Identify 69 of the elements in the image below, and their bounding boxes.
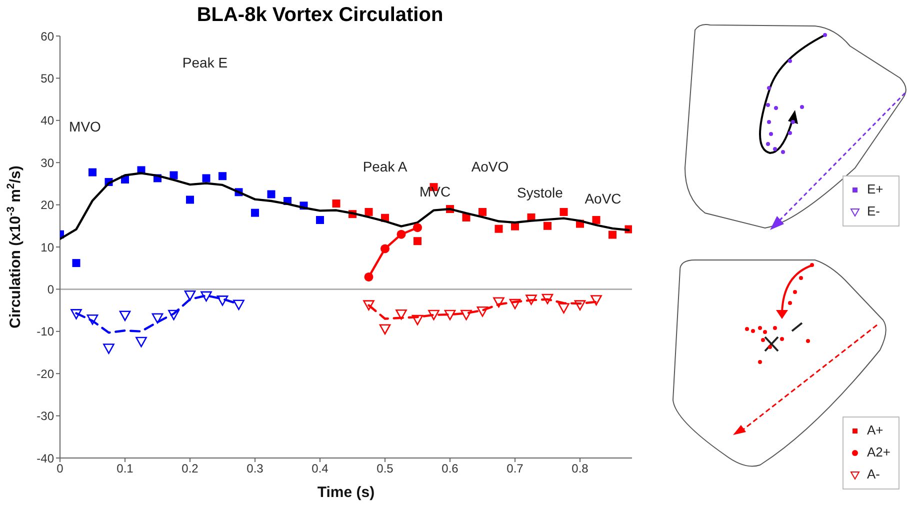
point	[119, 310, 131, 322]
annotation: Peak A	[362, 158, 408, 175]
chart-title: BLA-8k Vortex Circulation	[196, 4, 444, 27]
x-tick-label: 0.4	[312, 462, 329, 476]
annotation: MVC	[419, 184, 451, 200]
point	[364, 272, 374, 282]
annotation: Systole	[517, 184, 564, 201]
annotation: AoVC	[584, 190, 622, 207]
point	[186, 196, 194, 204]
text: E-	[867, 203, 880, 218]
point	[494, 224, 503, 233]
point	[251, 208, 259, 217]
x-tick-label: 0.8	[572, 462, 589, 476]
point	[608, 230, 616, 239]
point	[544, 222, 552, 230]
y-tick-label: 10	[40, 240, 54, 254]
y-tick-label: 50	[40, 71, 54, 86]
annotation: Peak E	[182, 54, 228, 71]
x-tick-label: 0	[56, 462, 64, 476]
annotation: MVO	[69, 118, 102, 135]
point	[379, 324, 391, 335]
point	[364, 208, 373, 216]
point	[267, 190, 276, 198]
point	[413, 223, 422, 232]
y-tick-label: 0	[47, 282, 54, 296]
annotation: AoVO	[471, 158, 509, 175]
x-tick-label: 0.1	[116, 462, 134, 476]
x-tick-label: 0.7	[506, 462, 524, 476]
point	[332, 200, 340, 208]
y-tick-label: 30	[40, 156, 54, 170]
text: E+	[867, 181, 884, 196]
point	[316, 216, 324, 224]
point	[560, 208, 568, 216]
x-tick-label: 0.3	[246, 462, 264, 476]
x-tick-label: 0.5	[376, 462, 394, 476]
point	[218, 172, 226, 180]
point	[592, 216, 600, 224]
point	[152, 313, 164, 324]
point	[380, 244, 390, 254]
point	[136, 336, 147, 348]
point	[72, 259, 80, 268]
y-tick-label: 20	[40, 198, 54, 212]
text: A2+	[867, 444, 890, 460]
point	[478, 208, 486, 216]
point	[184, 290, 196, 301]
x-tick-label: 0.6	[442, 462, 459, 476]
x-tick-label: 0.2	[182, 462, 199, 476]
point	[396, 230, 406, 239]
y-tick-label: -30	[36, 409, 54, 424]
y-tick-label: -40	[36, 451, 54, 466]
point	[590, 295, 602, 306]
point	[396, 309, 407, 320]
point	[558, 303, 570, 314]
point	[170, 171, 178, 180]
y-tick-label: 60	[40, 29, 54, 44]
point	[202, 174, 210, 182]
point	[444, 310, 456, 320]
point	[88, 168, 96, 176]
y-tick-label: 40	[40, 114, 54, 128]
text: A+	[867, 422, 884, 438]
y-tick-label: -20	[36, 366, 54, 381]
point	[414, 237, 422, 246]
point	[233, 300, 244, 310]
text: A-	[867, 466, 880, 482]
point	[103, 344, 114, 354]
point	[428, 310, 440, 320]
x-axis-title: Time (s)	[317, 484, 375, 501]
point	[200, 291, 212, 302]
y-tick-label: -10	[36, 324, 54, 339]
